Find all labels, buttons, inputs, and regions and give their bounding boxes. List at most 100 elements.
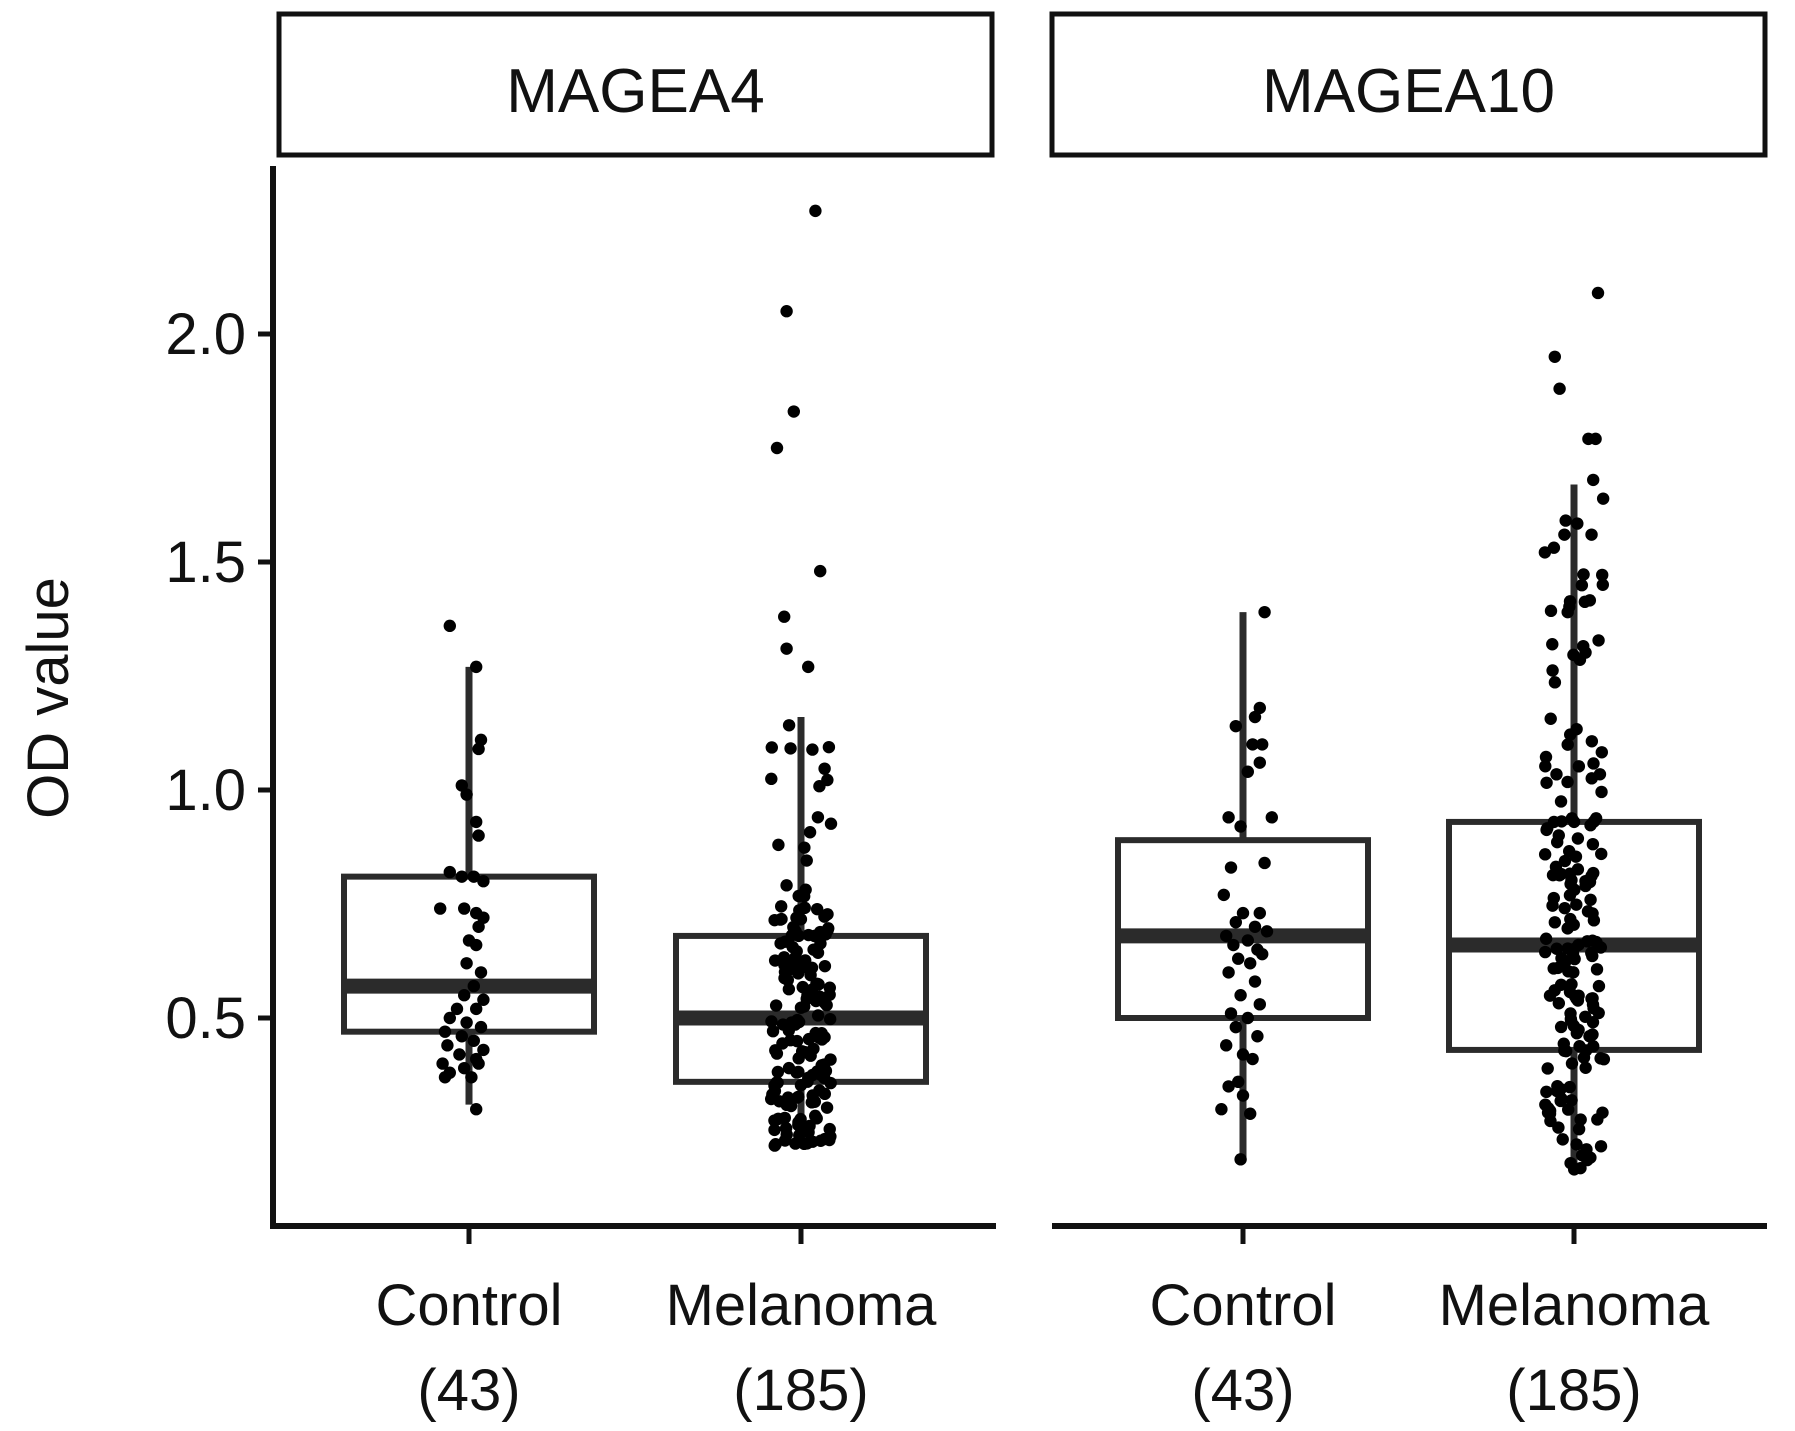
data-point <box>1565 978 1578 991</box>
data-point <box>790 945 803 958</box>
data-point <box>818 762 831 775</box>
data-point <box>438 1071 452 1084</box>
data-point <box>1540 776 1553 789</box>
data-point <box>1572 938 1585 952</box>
data-point <box>1572 989 1585 1002</box>
data-point <box>467 870 480 883</box>
data-point <box>472 920 485 933</box>
data-point <box>1561 605 1574 619</box>
data-point <box>470 660 483 674</box>
data-point <box>1244 957 1257 970</box>
data-point <box>1561 942 1574 955</box>
data-point <box>1241 1011 1255 1025</box>
data-point <box>1585 772 1598 785</box>
data-point <box>794 1117 808 1130</box>
data-point <box>1585 869 1598 883</box>
data-point <box>811 1009 825 1022</box>
data-point <box>802 660 815 674</box>
data-point <box>1555 815 1568 828</box>
data-point <box>1582 432 1595 446</box>
data-point <box>1547 962 1560 975</box>
data-point <box>460 788 473 801</box>
data-point <box>779 1121 793 1135</box>
data-point <box>1256 738 1269 751</box>
data-point <box>1584 1151 1597 1164</box>
data-point <box>1241 934 1255 947</box>
data-point <box>1256 947 1269 961</box>
data-point <box>813 1084 826 1097</box>
data-point <box>772 1112 785 1126</box>
data-point <box>458 989 471 1002</box>
data-point <box>1596 578 1610 591</box>
data-point <box>818 910 831 923</box>
data-point <box>1578 595 1592 609</box>
data-point <box>771 1076 784 1089</box>
data-point <box>1581 905 1595 918</box>
data-point <box>1596 568 1609 582</box>
data-point <box>1591 1113 1604 1126</box>
data-point <box>1539 932 1553 945</box>
data-point <box>1585 735 1599 748</box>
data-point <box>765 741 778 754</box>
data-point <box>819 1064 833 1078</box>
y-tick-label: 1.0 <box>165 758 246 823</box>
data-point <box>808 1109 822 1123</box>
data-point <box>1567 1163 1581 1176</box>
plot-area-magea10 <box>1052 286 1767 1244</box>
data-point <box>1559 514 1572 527</box>
data-point <box>1539 750 1553 764</box>
x-label-magea10-melanoma: Melanoma <box>1439 1273 1711 1338</box>
data-point <box>805 1096 818 1109</box>
data-point <box>1260 925 1274 938</box>
data-point <box>1253 998 1267 1011</box>
data-point <box>1567 815 1581 829</box>
data-point <box>792 1065 805 1079</box>
data-point <box>1229 1020 1243 1034</box>
data-point <box>1563 867 1577 880</box>
data-point <box>780 642 793 655</box>
data-point <box>1561 922 1574 935</box>
data-point <box>1258 605 1271 619</box>
data-point <box>1248 710 1262 724</box>
data-point <box>1234 1153 1247 1166</box>
data-point <box>1229 719 1243 733</box>
data-point <box>1548 676 1562 689</box>
data-point <box>1554 1094 1567 1108</box>
data-point <box>777 953 790 966</box>
data-point <box>455 1030 468 1043</box>
data-point <box>794 1079 808 1092</box>
y-tick-label: 2.0 <box>165 302 246 367</box>
data-point <box>1229 916 1243 929</box>
data-point <box>465 1071 478 1084</box>
data-point <box>1258 856 1271 870</box>
data-point <box>1220 1039 1233 1052</box>
data-point <box>458 902 471 915</box>
data-point <box>1548 916 1562 929</box>
data-point <box>1572 760 1586 773</box>
data-point <box>774 900 788 913</box>
data-point <box>1584 893 1597 906</box>
data-point <box>1590 963 1604 976</box>
data-point <box>1562 845 1576 858</box>
data-point <box>1595 746 1609 759</box>
data-point <box>1586 1028 1599 1041</box>
data-point <box>1234 820 1247 833</box>
data-point <box>768 1123 781 1137</box>
data-point <box>1215 1103 1228 1116</box>
data-point <box>1594 941 1608 954</box>
data-point <box>1558 854 1572 868</box>
data-point <box>477 875 490 888</box>
data-point <box>470 938 483 952</box>
data-point <box>1538 848 1552 861</box>
facet-strip-magea4 <box>276 11 995 158</box>
data-point <box>1564 1007 1577 1020</box>
data-point <box>1570 1138 1583 1151</box>
y-tick-label: 1.5 <box>165 530 246 595</box>
data-point <box>1572 1122 1586 1136</box>
y-axis-ticks: 0.5 1.0 1.5 2.0 <box>165 302 273 1051</box>
data-point <box>1591 286 1605 300</box>
data-point <box>774 937 787 950</box>
data-point <box>1246 738 1259 751</box>
data-point <box>1222 1080 1235 1093</box>
